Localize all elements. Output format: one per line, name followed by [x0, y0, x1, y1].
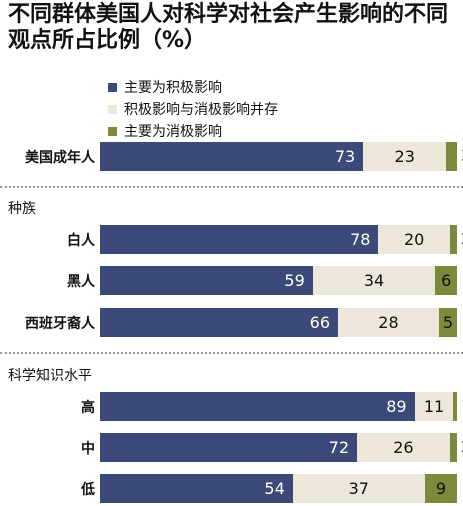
bar-segment-positive: 89 [100, 392, 415, 421]
data-label: 73 [334, 147, 356, 166]
bar-segment-negative [446, 142, 457, 171]
bar-segment-neutral: 23 [363, 142, 447, 171]
group-label: 科学知识水平 [8, 368, 92, 384]
row-label: 美国成年人 [25, 150, 95, 166]
bar-row: 54 37 9 [100, 474, 457, 503]
data-label: 2 [461, 229, 463, 248]
legend-item-negative: 主要为消极影响 [108, 120, 278, 142]
row-label: 低 [81, 482, 95, 498]
bar-segment-neutral: 20 [378, 225, 450, 254]
data-label: 34 [363, 271, 385, 290]
data-label: 11 [423, 397, 445, 416]
bar-segment-neutral: 11 [414, 392, 454, 421]
bar-segment-negative: 9 [424, 474, 457, 503]
bar-segment-negative [449, 433, 457, 462]
legend-item-neutral: 积极影响与消极影响并存 [108, 98, 278, 120]
data-label: 37 [348, 479, 369, 498]
group-divider [0, 352, 463, 354]
bar-segment-positive: 59 [100, 266, 313, 295]
legend-item-positive: 主要为积极影响 [108, 76, 278, 98]
bar-segment-positive: 78 [100, 225, 379, 254]
data-label: 3 [461, 146, 463, 165]
bar-segment-positive: 72 [100, 433, 358, 462]
data-label: 5 [442, 313, 454, 332]
row-label: 中 [81, 441, 95, 457]
legend-label-negative: 主要为消极影响 [124, 124, 222, 140]
bar-segment-neutral: 26 [357, 433, 450, 462]
legend-label-neutral: 积极影响与消极影响并存 [124, 102, 278, 118]
data-label: 54 [264, 479, 285, 498]
bar-segment-negative: 5 [438, 308, 457, 337]
data-label: 59 [284, 271, 305, 290]
bar-segment-neutral: 28 [338, 308, 439, 337]
bar-segment-negative: 6 [435, 266, 457, 295]
chart-title: 不同群体美国人对科学对社会产生影响的不同观点所占比例（%） [8, 2, 449, 53]
bar-row: 72 26 [100, 433, 457, 462]
bar-segment-neutral: 37 [292, 474, 425, 503]
bar-row: 78 20 [100, 225, 457, 254]
bar-segment-negative [449, 225, 457, 254]
data-label: 9 [435, 479, 446, 498]
legend: 主要为积极影响 积极影响与消极影响并存 主要为消极影响 [108, 76, 278, 142]
legend-label-positive: 主要为积极影响 [124, 80, 222, 96]
data-label: 66 [309, 313, 330, 332]
bar-segment-positive: 54 [100, 474, 293, 503]
row-label: 西班牙裔人 [25, 316, 95, 332]
data-label: 89 [386, 397, 407, 416]
group-divider [0, 186, 463, 188]
bar-row: 66 28 5 [100, 308, 457, 337]
bar-segment-neutral: 34 [312, 266, 436, 295]
row-label: 白人 [67, 233, 95, 249]
legend-swatch-neutral [108, 104, 117, 114]
bar-row: 89 11 [100, 392, 457, 421]
row-label: 高 [81, 400, 95, 416]
data-label: 28 [378, 313, 399, 332]
row-label: 黑人 [67, 274, 95, 290]
data-label: 78 [350, 230, 371, 249]
data-label: 20 [403, 230, 425, 249]
bar-segment-negative [453, 392, 457, 421]
data-label: 72 [328, 438, 350, 457]
data-label: 6 [441, 271, 452, 290]
bar-segment-positive: 66 [100, 308, 338, 337]
group-label: 种族 [8, 201, 36, 217]
legend-swatch-negative [108, 126, 117, 136]
bar-segment-positive: 73 [100, 142, 364, 171]
data-label: 23 [394, 147, 415, 166]
legend-swatch-positive [108, 82, 117, 92]
bar-row: 73 23 [100, 142, 457, 171]
data-label: 26 [393, 438, 414, 457]
data-label: 2 [461, 437, 463, 456]
data-label: 1 [461, 396, 463, 415]
bar-row: 59 34 6 [100, 266, 457, 295]
